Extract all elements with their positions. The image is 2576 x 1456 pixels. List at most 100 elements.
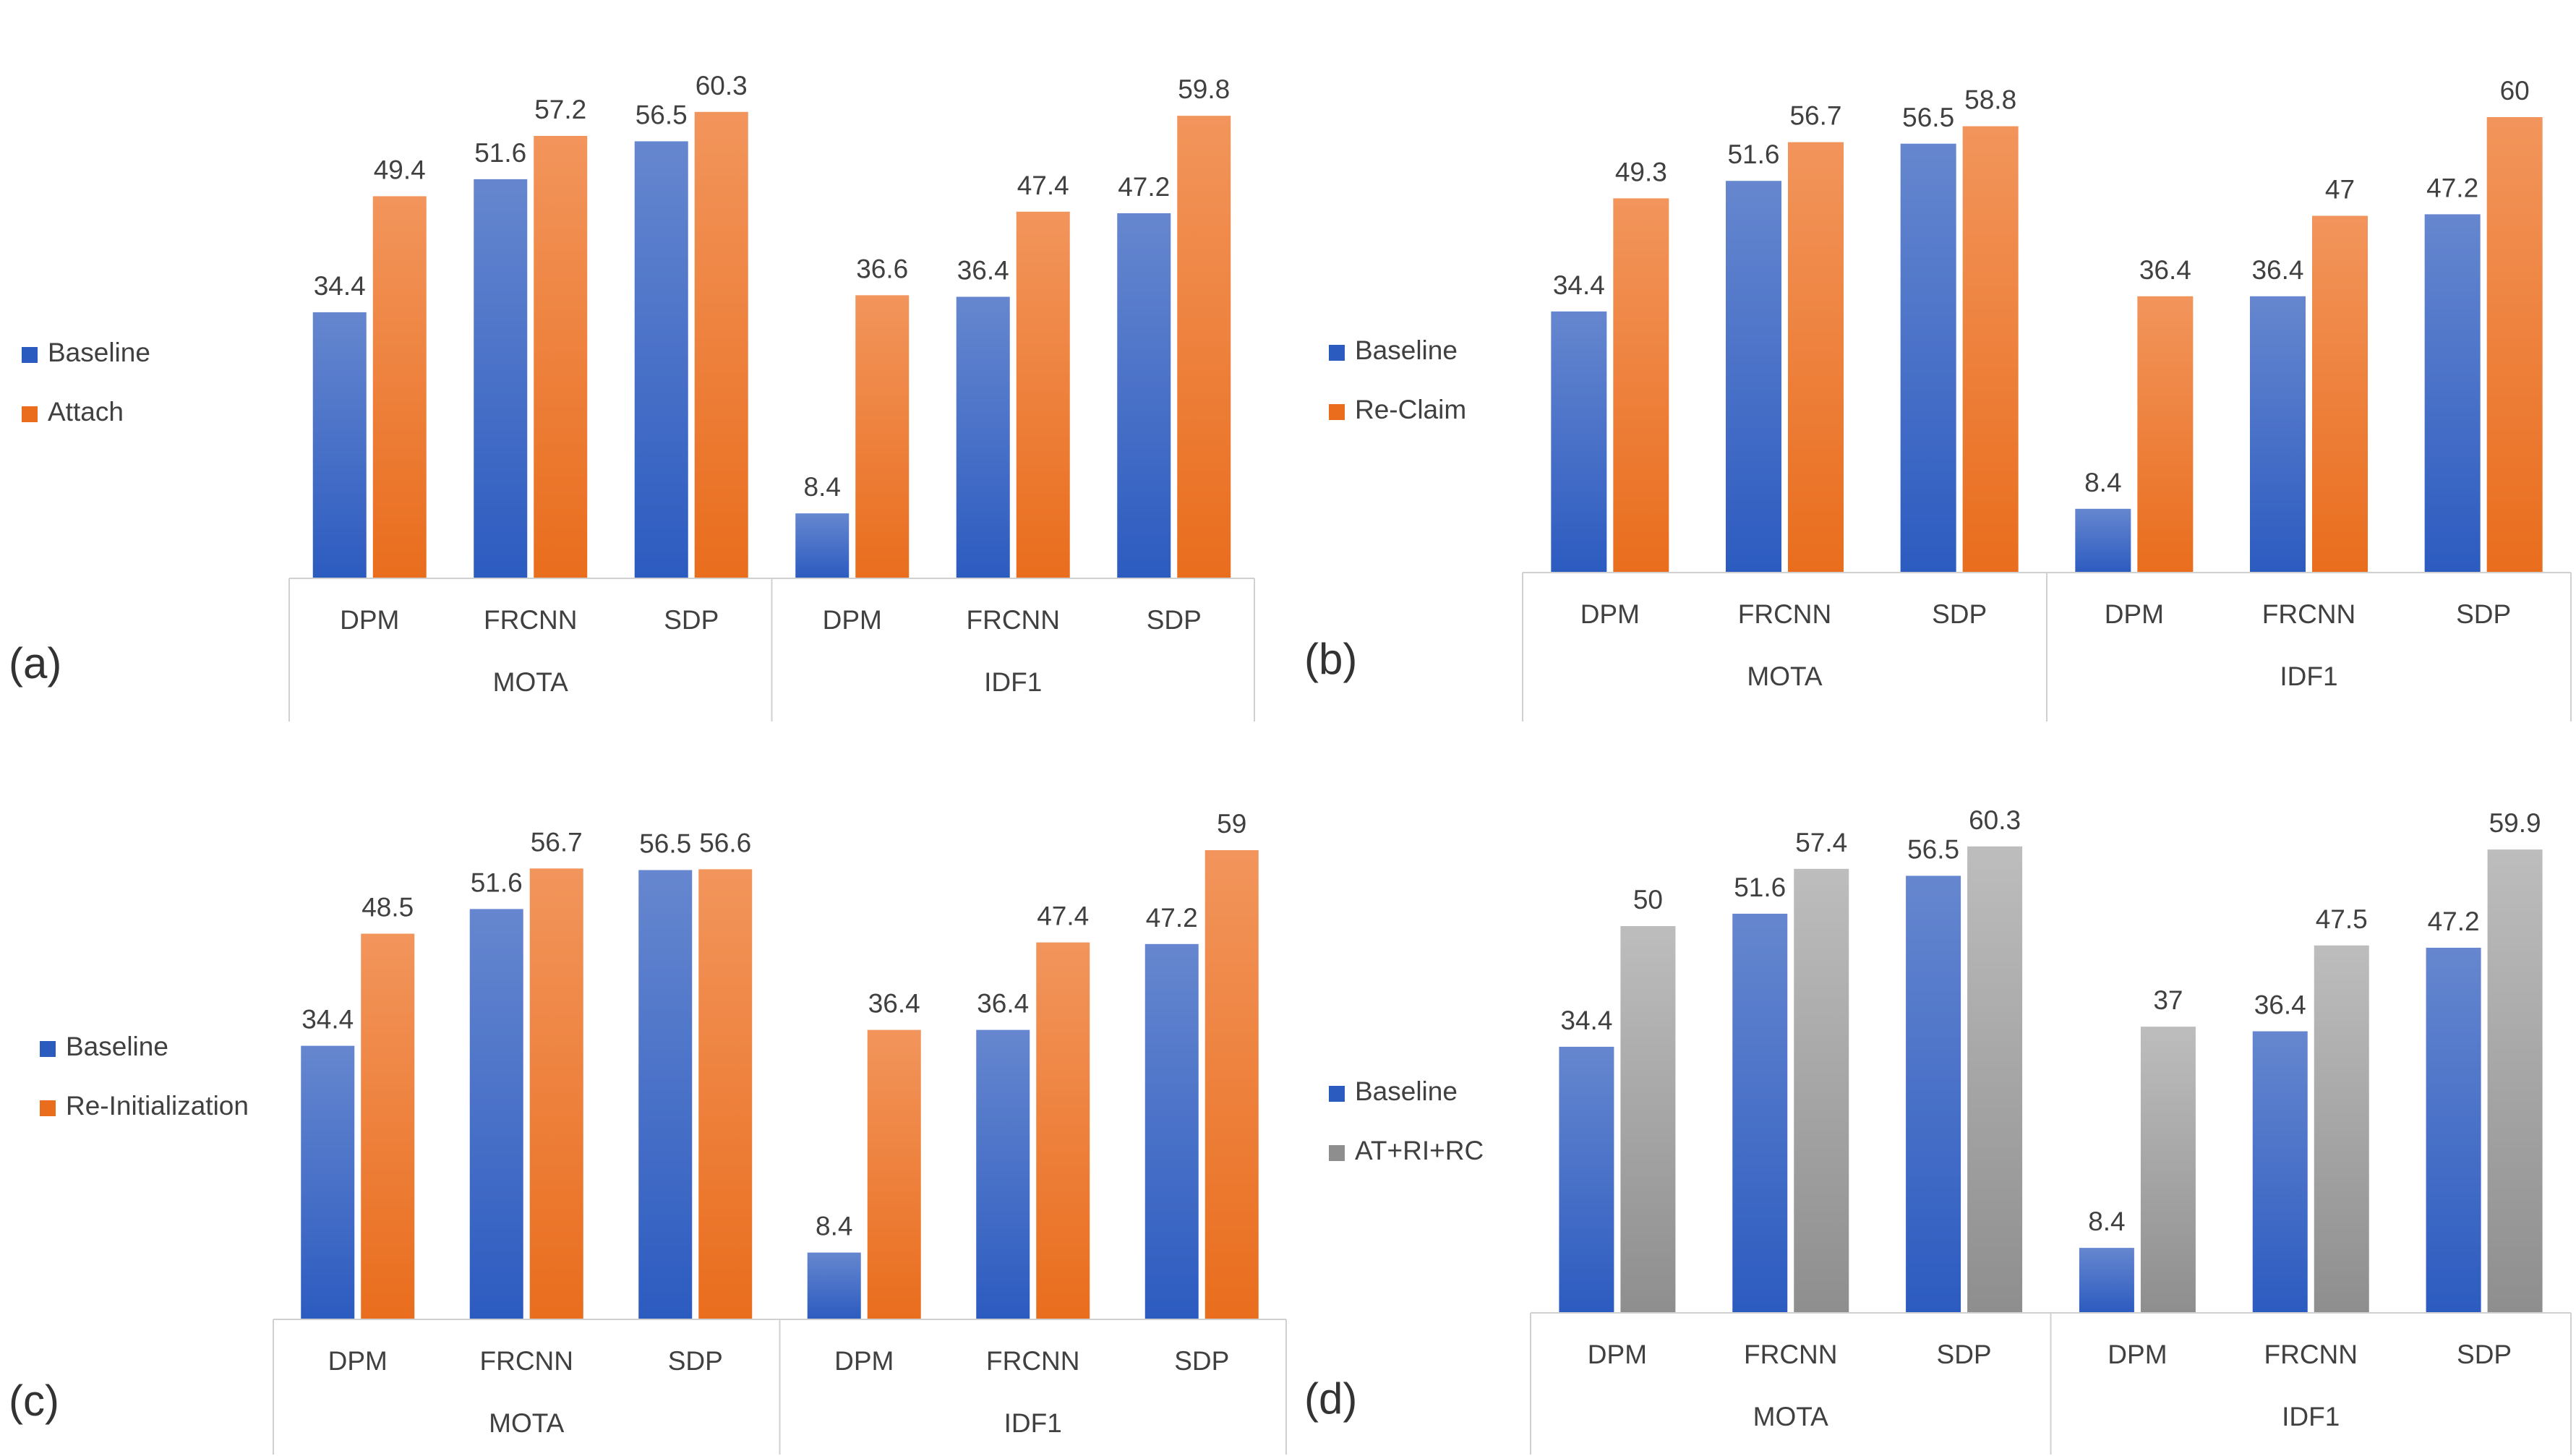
category-label: FRCNN bbox=[967, 605, 1060, 635]
data-label: 59 bbox=[1217, 809, 1246, 839]
bar-re-initialization-5 bbox=[1204, 850, 1259, 1319]
bar-attach-5 bbox=[1177, 116, 1231, 578]
bar-baseline-5 bbox=[1117, 213, 1171, 578]
bar-baseline-1 bbox=[1726, 181, 1781, 573]
bar-re-claim-2 bbox=[1962, 126, 2019, 573]
legend-label: Re-Claim bbox=[1355, 395, 1466, 424]
data-label: 8.4 bbox=[816, 1212, 852, 1241]
legend-label: Baseline bbox=[1355, 335, 1458, 365]
data-label: 36.4 bbox=[2251, 255, 2303, 285]
data-label: 49.3 bbox=[1615, 157, 1667, 187]
legend-label: Baseline bbox=[1355, 1076, 1458, 1106]
bar-baseline-4 bbox=[2252, 1031, 2308, 1313]
bar-baseline-2 bbox=[1900, 143, 1956, 573]
data-label: 34.4 bbox=[314, 271, 366, 301]
bar-re-claim-1 bbox=[1788, 142, 1844, 573]
category-label: SDP bbox=[664, 605, 719, 635]
data-label: 51.6 bbox=[474, 138, 526, 168]
category-label: DPM bbox=[834, 1346, 894, 1376]
bar-re-claim-4 bbox=[2312, 215, 2368, 573]
panel-label: (d) bbox=[1304, 1374, 1357, 1423]
data-label: 48.5 bbox=[361, 893, 414, 922]
group-label: MOTA bbox=[493, 667, 568, 697]
category-label: SDP bbox=[2457, 1340, 2512, 1369]
data-label: 60.3 bbox=[696, 71, 748, 100]
legend-label: Re-Initialization bbox=[66, 1091, 249, 1121]
bar-re-initialization-4 bbox=[1036, 942, 1090, 1319]
category-label: FRCNN bbox=[480, 1346, 573, 1376]
bar-at-ri-rc-2 bbox=[1967, 846, 2023, 1313]
category-label: SDP bbox=[668, 1346, 723, 1376]
bar-attach-0 bbox=[372, 196, 427, 578]
bar-at-ri-rc-5 bbox=[2487, 849, 2543, 1313]
panel-label: (b) bbox=[1304, 635, 1357, 683]
data-label: 56.6 bbox=[699, 828, 751, 857]
data-label: 8.4 bbox=[804, 472, 841, 502]
bar-baseline-2 bbox=[1906, 875, 1961, 1313]
bar-baseline-3 bbox=[2079, 1248, 2134, 1313]
bar-baseline-2 bbox=[634, 141, 688, 578]
data-label: 8.4 bbox=[2088, 1207, 2125, 1236]
bar-re-claim-0 bbox=[1613, 198, 1669, 573]
category-label: SDP bbox=[1932, 599, 1987, 629]
data-label: 36.4 bbox=[957, 256, 1009, 286]
data-label: 47.2 bbox=[2426, 173, 2478, 202]
category-label: FRCNN bbox=[484, 605, 577, 635]
bar-baseline-5 bbox=[2426, 947, 2481, 1313]
data-label: 36.4 bbox=[868, 989, 920, 1019]
legend-swatch bbox=[1329, 345, 1345, 361]
category-label: SDP bbox=[2456, 599, 2511, 629]
chart-panel-c: 34.4 51.6 56.5 8.4 36.4 47.2 48.5 56.7 56.6 36.4 4… bbox=[9, 809, 1287, 1455]
bar-re-initialization-0 bbox=[361, 933, 415, 1319]
legend-swatch bbox=[40, 1041, 56, 1057]
bar-attach-3 bbox=[855, 295, 910, 578]
data-label: 36.4 bbox=[2254, 990, 2306, 1020]
category-label: FRCNN bbox=[2262, 599, 2355, 629]
category-label: SDP bbox=[1174, 1346, 1229, 1376]
legend-swatch bbox=[40, 1100, 56, 1116]
bar-re-claim-5 bbox=[2486, 117, 2543, 573]
bar-baseline-0 bbox=[1559, 1046, 1614, 1313]
legend-swatch bbox=[1329, 404, 1345, 420]
legend-label: Baseline bbox=[66, 1032, 168, 1061]
bar-baseline-1 bbox=[1732, 913, 1788, 1313]
bar-baseline-4 bbox=[956, 296, 1010, 578]
data-label: 59.8 bbox=[1178, 74, 1230, 104]
data-label: 37 bbox=[2153, 985, 2183, 1015]
category-label: FRCNN bbox=[1744, 1340, 1837, 1369]
category-label: FRCNN bbox=[986, 1346, 1079, 1376]
data-label: 36.4 bbox=[2139, 255, 2191, 285]
chart-panel-d: 34.4 51.6 56.5 8.4 36.4 47.2 50 57.4 60.3 37 47.5 5… bbox=[1304, 805, 2572, 1455]
group-label: IDF1 bbox=[984, 667, 1042, 697]
bar-baseline-0 bbox=[1551, 311, 1607, 573]
bar-baseline-3 bbox=[2075, 508, 2131, 573]
category-label: SDP bbox=[1937, 1340, 1992, 1369]
data-label: 56.5 bbox=[639, 829, 691, 859]
category-label: FRCNN bbox=[1738, 599, 1831, 629]
category-label: SDP bbox=[1147, 605, 1202, 635]
data-label: 57.2 bbox=[534, 95, 586, 124]
data-label: 56.5 bbox=[636, 100, 688, 129]
category-label: DPM bbox=[328, 1346, 388, 1376]
legend-swatch bbox=[22, 347, 38, 363]
data-label: 60.3 bbox=[1969, 805, 2021, 835]
group-label: MOTA bbox=[489, 1408, 564, 1438]
category-label: DPM bbox=[2108, 1340, 2167, 1369]
data-label: 56.5 bbox=[1902, 103, 1954, 132]
data-label: 51.6 bbox=[1734, 873, 1786, 902]
data-label: 56.7 bbox=[1789, 101, 1841, 131]
bar-at-ri-rc-1 bbox=[1794, 868, 1849, 1313]
bar-baseline-0 bbox=[312, 312, 367, 578]
bar-at-ri-rc-4 bbox=[2314, 945, 2369, 1313]
bar-at-ri-rc-3 bbox=[2140, 1027, 2196, 1313]
legend-label: Attach bbox=[48, 397, 124, 427]
data-label: 34.4 bbox=[1553, 270, 1605, 300]
category-label: FRCNN bbox=[2264, 1340, 2358, 1369]
bar-baseline-2 bbox=[638, 870, 693, 1319]
bar-re-initialization-2 bbox=[698, 869, 753, 1319]
bar-baseline-4 bbox=[976, 1029, 1030, 1319]
legend-swatch bbox=[1329, 1086, 1345, 1102]
bar-re-claim-3 bbox=[2137, 296, 2194, 573]
data-label: 47.2 bbox=[2428, 907, 2480, 936]
